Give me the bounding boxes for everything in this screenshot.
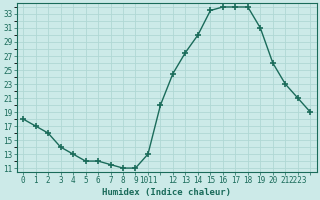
X-axis label: Humidex (Indice chaleur): Humidex (Indice chaleur)	[102, 188, 231, 197]
